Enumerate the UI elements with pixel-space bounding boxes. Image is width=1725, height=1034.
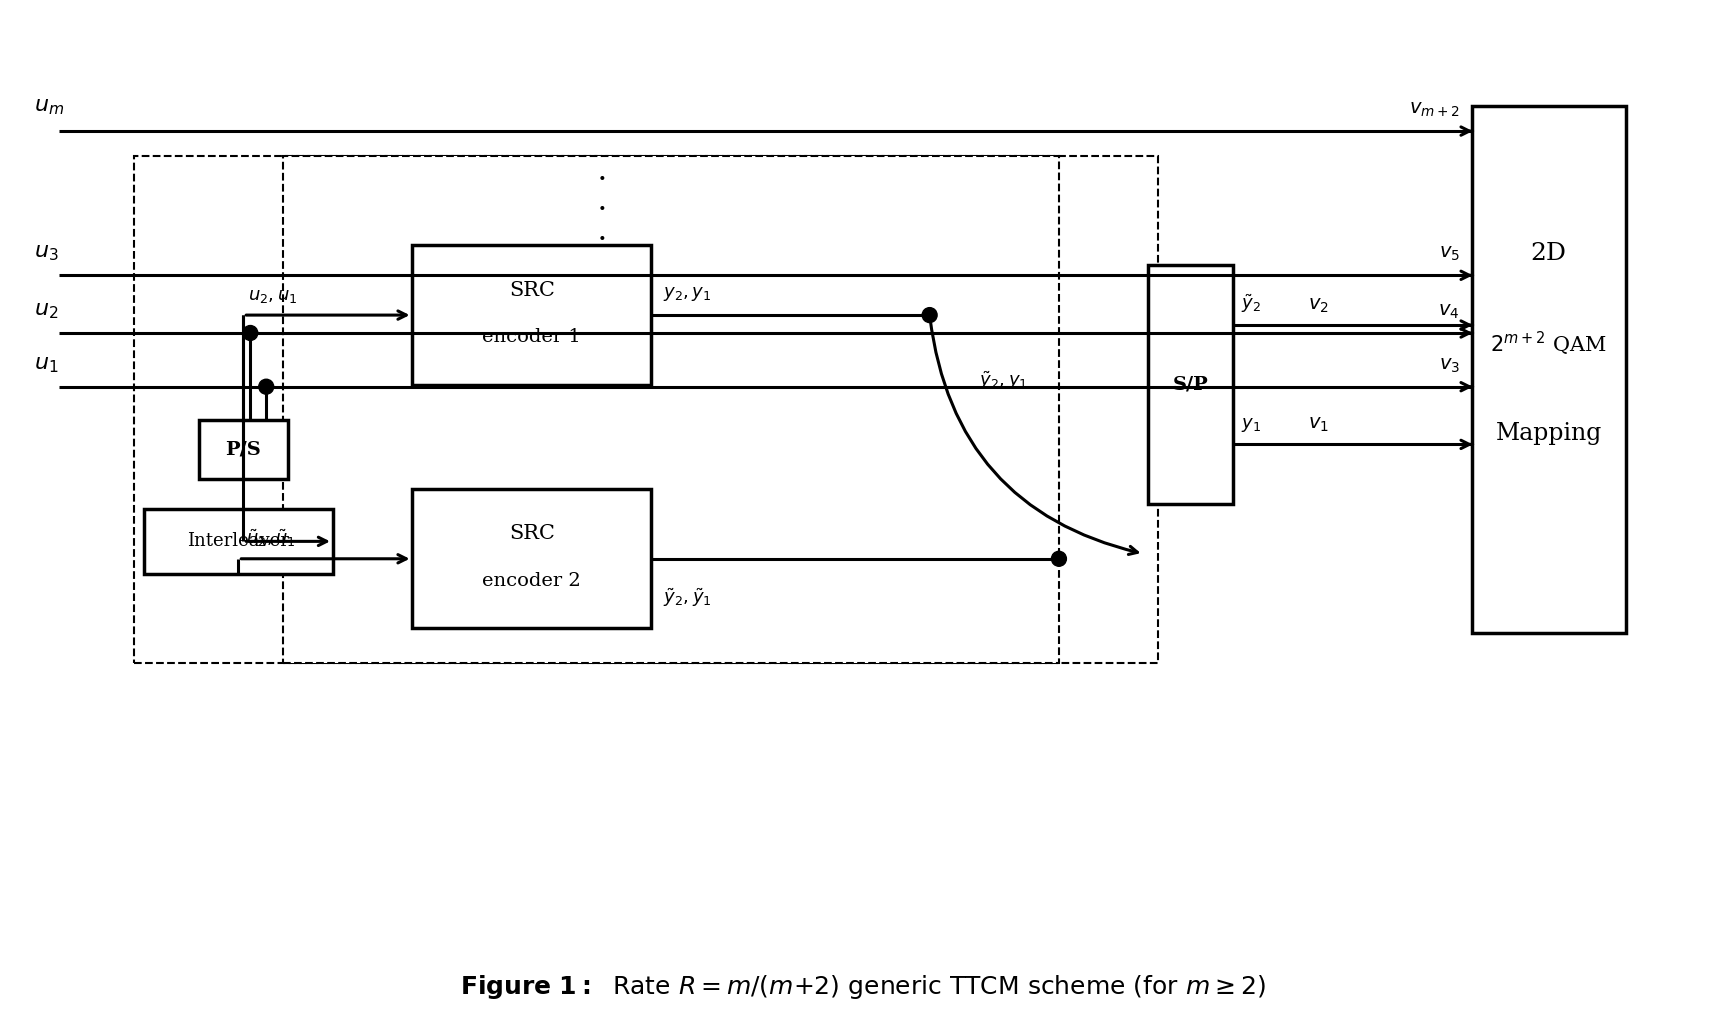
Text: P/S: P/S xyxy=(226,440,260,458)
Text: $u_2, u_1$: $u_2, u_1$ xyxy=(248,287,298,305)
Bar xyxy=(143,509,333,574)
Bar xyxy=(1149,266,1233,504)
Text: $\bullet$: $\bullet$ xyxy=(597,229,605,243)
Text: encoder 1: encoder 1 xyxy=(483,328,581,346)
Text: $v_5$: $v_5$ xyxy=(1439,245,1459,264)
Bar xyxy=(412,489,650,629)
Text: 2D: 2D xyxy=(1530,242,1566,266)
Bar xyxy=(1471,107,1627,634)
Text: $\bf{Figure\ 1:}$$\rm{\ \ Rate\ }$$R$$\rm{=}$$m$$\rm{/(}$$m$$\rm{+2)\ generic\ T: $\bf{Figure\ 1:}$$\rm{\ \ Rate\ }$$R$$\r… xyxy=(459,973,1266,1001)
Bar xyxy=(198,420,288,479)
Circle shape xyxy=(259,379,274,394)
Bar xyxy=(412,245,650,385)
Text: $\tilde{u}_2, \tilde{u}_1$: $\tilde{u}_2, \tilde{u}_1$ xyxy=(247,527,297,549)
Text: $\bullet$: $\bullet$ xyxy=(597,199,605,213)
Text: SRC: SRC xyxy=(509,280,555,300)
Bar xyxy=(135,156,1159,663)
Text: S/P: S/P xyxy=(1173,375,1209,394)
Text: $2^{m+2}$ QAM: $2^{m+2}$ QAM xyxy=(1490,330,1608,358)
Bar xyxy=(283,156,1059,663)
Circle shape xyxy=(243,326,257,340)
Text: $\bullet$: $\bullet$ xyxy=(597,169,605,183)
Text: SRC: SRC xyxy=(509,524,555,544)
Text: $v_3$: $v_3$ xyxy=(1439,357,1459,374)
Circle shape xyxy=(1052,551,1066,567)
Text: $v_2$: $v_2$ xyxy=(1308,297,1328,315)
Text: $v_1$: $v_1$ xyxy=(1308,416,1328,434)
Text: $u_m$: $u_m$ xyxy=(34,95,64,117)
Text: $u_2$: $u_2$ xyxy=(34,299,59,322)
Text: Interleaver: Interleaver xyxy=(188,533,290,550)
Text: encoder 2: encoder 2 xyxy=(483,572,581,589)
Text: $u_3$: $u_3$ xyxy=(34,241,59,264)
Text: Mapping: Mapping xyxy=(1496,422,1603,445)
Text: $y_2, y_1$: $y_2, y_1$ xyxy=(662,285,711,303)
Text: $\tilde{y}_2$: $\tilde{y}_2$ xyxy=(1240,293,1261,315)
Text: $y_1$: $y_1$ xyxy=(1240,417,1261,434)
Text: $\tilde{y}_2, y_1$: $\tilde{y}_2, y_1$ xyxy=(980,370,1028,392)
Text: $v_{m+2}$: $v_{m+2}$ xyxy=(1409,101,1459,119)
Text: $u_1$: $u_1$ xyxy=(34,353,59,374)
Text: $v_4$: $v_4$ xyxy=(1439,303,1459,322)
Text: $\tilde{y}_2, \tilde{y}_1$: $\tilde{y}_2, \tilde{y}_1$ xyxy=(662,586,712,609)
Circle shape xyxy=(923,308,937,323)
